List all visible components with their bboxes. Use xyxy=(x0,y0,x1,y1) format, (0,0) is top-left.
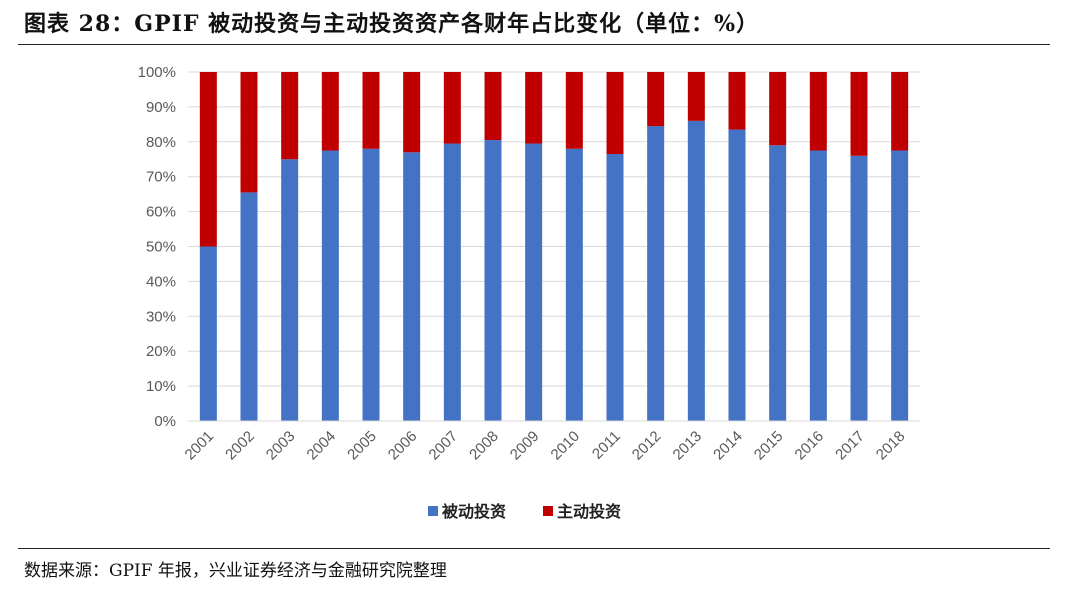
legend-label: 主动投资 xyxy=(557,502,621,521)
y-axis-ticks: 0% 10% 20% 30% 40% 50% 60% 70% 80% 90% 100% xyxy=(138,64,176,430)
bar-active xyxy=(443,72,461,144)
bar-active xyxy=(891,72,909,151)
legend-swatch xyxy=(428,506,438,516)
x-tick-label: 2008 xyxy=(466,428,502,464)
bar-active xyxy=(850,72,868,156)
y-tick-label: 20% xyxy=(146,343,176,360)
x-tick-label: 2010 xyxy=(548,428,584,464)
x-tick-label: 2002 xyxy=(222,428,258,464)
bottom-rule xyxy=(18,548,1050,549)
x-tick-label: 2011 xyxy=(589,428,624,463)
y-tick-label: 40% xyxy=(146,273,176,290)
legend-swatch xyxy=(543,506,553,516)
y-tick-label: 90% xyxy=(146,99,176,116)
x-tick-label: 2012 xyxy=(629,428,665,464)
bar-active xyxy=(321,72,339,151)
x-tick-label: 2013 xyxy=(670,428,706,464)
bar-passive xyxy=(484,140,502,421)
y-tick-label: 10% xyxy=(146,378,176,395)
bar-active xyxy=(606,72,624,155)
bar-passive xyxy=(850,155,868,421)
bar-passive xyxy=(321,150,339,421)
y-tick-label: 80% xyxy=(146,134,176,151)
x-tick-label: 2001 xyxy=(182,428,218,464)
bar-active xyxy=(647,72,665,127)
bar-active xyxy=(728,72,746,130)
x-axis-ticks: 2001 2002 2003 2004 2005 2006 2007 2008 2009 2010… xyxy=(182,420,920,464)
x-tick-label: 2014 xyxy=(710,428,746,464)
x-tick-label: 2005 xyxy=(344,428,380,464)
y-tick-label: 0% xyxy=(154,413,176,430)
bar-active xyxy=(403,72,421,153)
source-note: 数据来源：GPIF 年报，兴业证券经济与金融研究院整理 xyxy=(24,561,447,581)
x-tick-label: 2004 xyxy=(304,428,340,464)
x-tick-label: 2018 xyxy=(873,428,909,464)
y-tick-label: 30% xyxy=(146,308,176,325)
x-tick-label: 2003 xyxy=(263,428,299,464)
x-tick-label: 2016 xyxy=(792,428,828,464)
bar-passive xyxy=(687,120,705,422)
top-rule xyxy=(18,44,1050,45)
bar-passive xyxy=(443,143,461,422)
bar-active xyxy=(240,72,258,193)
bar-active xyxy=(809,72,827,151)
bar-passive xyxy=(769,145,787,422)
bar-active xyxy=(687,72,705,121)
x-tick-label: 2009 xyxy=(507,428,543,464)
bar-passive xyxy=(809,150,827,421)
bar-passive xyxy=(647,126,665,421)
bar-passive xyxy=(240,192,258,421)
bar-passive xyxy=(525,143,543,422)
figure-title: 图表 28：GPIF 被动投资与主动投资资产各财年占比变化（单位：%） xyxy=(24,11,760,37)
y-tick-label: 100% xyxy=(138,64,176,81)
bar-passive xyxy=(362,148,380,421)
y-tick-label: 50% xyxy=(146,239,176,256)
bar-passive xyxy=(281,159,299,421)
bar-passive xyxy=(403,152,421,421)
bar-active xyxy=(281,72,299,160)
legend-label: 被动投资 xyxy=(442,502,506,521)
bar-passive xyxy=(606,154,624,421)
bars xyxy=(199,72,909,422)
x-tick-label: 2006 xyxy=(385,428,421,464)
bar-active xyxy=(362,72,380,149)
bar-active xyxy=(769,72,787,146)
gridlines xyxy=(188,71,920,422)
stacked-bar-chart: 0%10%20%30%40%50%60%70%80%90%100% 2001 20… xyxy=(138,64,920,521)
bar-active xyxy=(565,72,583,149)
bar-passive xyxy=(565,148,583,421)
y-tick-label: 60% xyxy=(146,204,176,221)
bar-passive xyxy=(199,246,217,421)
x-tick-label: 2007 xyxy=(426,428,462,464)
bar-active xyxy=(199,72,217,247)
bar-active xyxy=(484,72,502,141)
bar-passive xyxy=(891,150,909,421)
x-tick-label: 2015 xyxy=(751,428,787,464)
legend: 被动投资 主动投资 xyxy=(428,502,621,521)
x-tick-label: 2017 xyxy=(832,428,868,464)
bar-active xyxy=(525,72,543,144)
y-tick-label: 70% xyxy=(146,169,176,186)
bar-passive xyxy=(728,129,746,421)
